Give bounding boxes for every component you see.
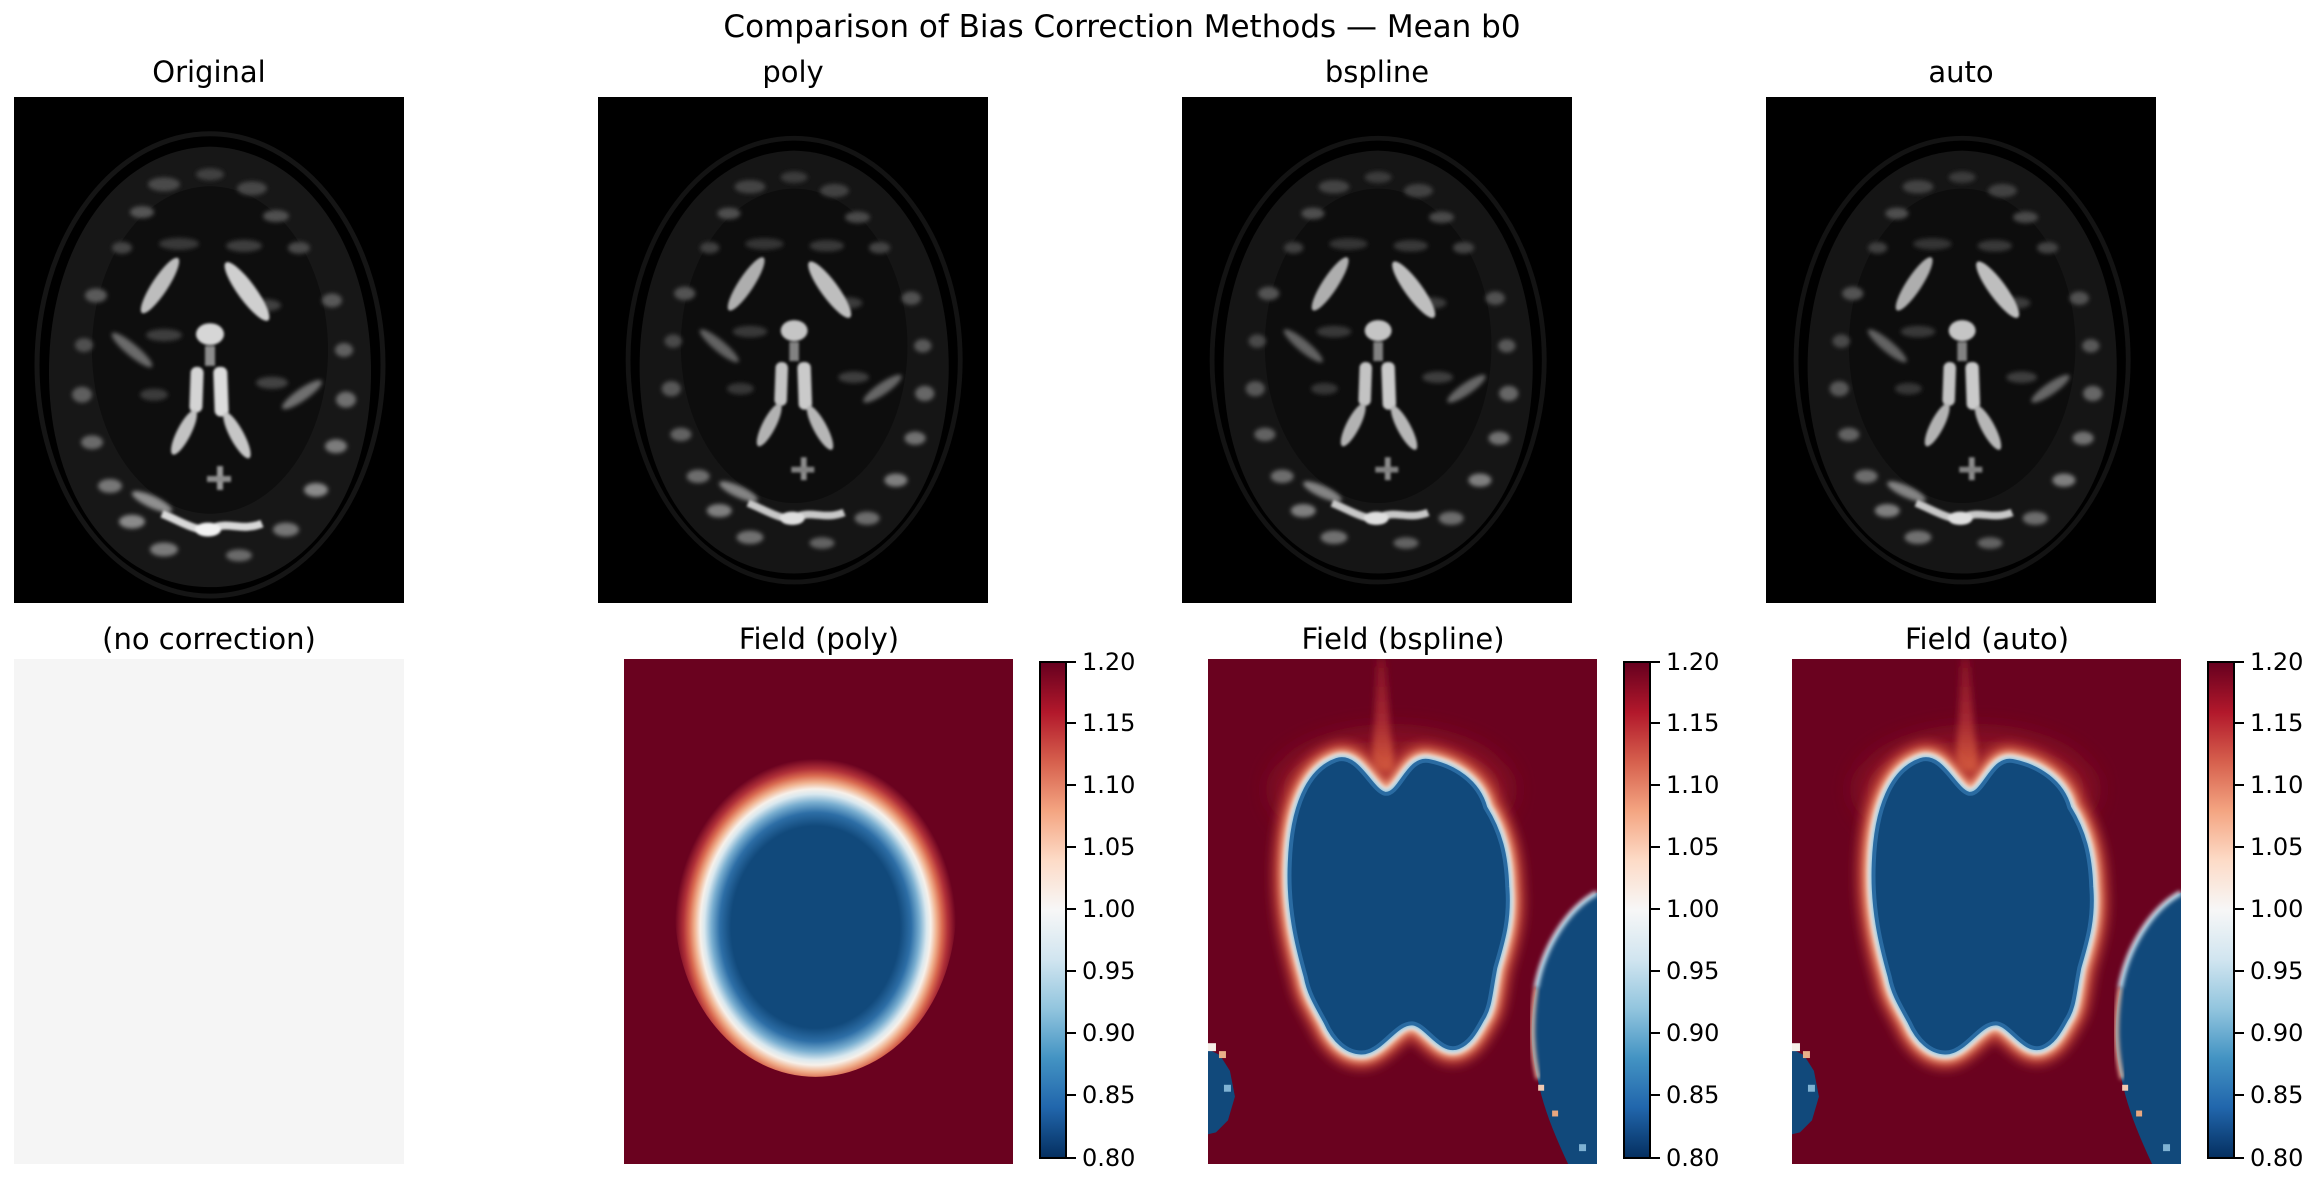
colorbar-tick-label: 1.05 — [1666, 833, 1720, 861]
colorbar-tick — [1651, 1032, 1660, 1034]
colorbar-tick-label: 1.20 — [2250, 648, 2304, 676]
colorbar-tick-label: 0.80 — [2250, 1144, 2304, 1172]
mri-panel-original — [14, 97, 404, 603]
colorbar-tick-label: 1.20 — [1082, 648, 1136, 676]
colorbar-tick — [1067, 908, 1076, 910]
mri-panel-poly — [598, 97, 988, 603]
colorbar-tick-label: 1.00 — [1082, 895, 1136, 923]
colorbar-tick — [1067, 1157, 1076, 1159]
colorbar-tick-label: 0.95 — [1666, 957, 1720, 985]
panel-title-field-auto: Field (auto) — [1904, 622, 2070, 656]
colorbar-tick-label: 1.15 — [1082, 709, 1136, 737]
colorbar-tick-label: 1.15 — [2250, 709, 2304, 737]
field-panel-bspline — [1208, 659, 1597, 1164]
colorbar-tick-label: 1.20 — [1666, 648, 1720, 676]
mri-image-poly — [598, 97, 988, 603]
panel-title-bspline: bspline — [1324, 55, 1430, 89]
colorbar-tick — [2235, 784, 2244, 786]
mri-image-auto — [1766, 97, 2156, 603]
mri-panel-bspline — [1182, 97, 1572, 603]
colorbar-tick — [1067, 846, 1076, 848]
colorbar-tick — [2235, 722, 2244, 724]
panel-title-auto: auto — [1928, 55, 1994, 89]
colorbar-tick-label: 1.05 — [1082, 833, 1136, 861]
field-image-auto — [1792, 659, 2181, 1164]
colorbar-tick — [1651, 722, 1660, 724]
empty-panel-no-correction — [14, 659, 404, 1164]
field-panel-poly — [624, 659, 1013, 1164]
colorbar-tick-label: 1.10 — [1666, 771, 1720, 799]
colorbar-tick — [2235, 846, 2244, 848]
colorbar-tick-label: 0.80 — [1082, 1144, 1136, 1172]
mri-image-original — [14, 97, 404, 603]
colorbar-tick — [2235, 1094, 2244, 1096]
colorbar-field-bspline: 1.20 1.15 1.10 1.05 1.00 0.95 0.90 0.85 … — [1623, 648, 1733, 1172]
panel-title-original: Original — [152, 55, 266, 89]
colorbar-tick-label: 1.10 — [2250, 771, 2304, 799]
colorbar-tick-label: 1.15 — [1666, 709, 1720, 737]
panel-title-field-bspline: Field (bspline) — [1301, 622, 1505, 656]
colorbar-gradient — [1623, 661, 1651, 1159]
panel-title-no-correction: (no correction) — [102, 622, 316, 656]
colorbar-tick-label: 0.90 — [1082, 1019, 1136, 1047]
colorbar-tick — [2235, 908, 2244, 910]
colorbar-tick — [1067, 722, 1076, 724]
colorbar-tick — [1067, 1094, 1076, 1096]
colorbar-tick — [1067, 1032, 1076, 1034]
field-image-bspline — [1208, 659, 1597, 1164]
colorbar-tick-label: 0.80 — [1666, 1144, 1720, 1172]
colorbar-tick — [1651, 1157, 1660, 1159]
panel-title-poly: poly — [762, 55, 824, 89]
colorbar-gradient — [2207, 661, 2235, 1159]
colorbar-tick — [2235, 970, 2244, 972]
mri-image-bspline — [1182, 97, 1572, 603]
colorbar-tick — [2235, 1032, 2244, 1034]
colorbar-tick-label: 1.10 — [1082, 771, 1136, 799]
colorbar-tick — [2235, 661, 2244, 663]
colorbar-field-auto: 1.20 1.15 1.10 1.05 1.00 0.95 0.90 0.85 … — [2207, 648, 2307, 1172]
mri-panel-auto — [1766, 97, 2156, 603]
colorbar-tick — [1651, 661, 1660, 663]
colorbar-tick — [1651, 970, 1660, 972]
colorbar-tick-label: 0.90 — [1666, 1019, 1720, 1047]
colorbar-tick-label: 0.95 — [2250, 957, 2304, 985]
colorbar-tick — [2235, 1157, 2244, 1159]
colorbar-tick-label: 0.85 — [1666, 1081, 1720, 1109]
panel-title-field-poly: Field (poly) — [738, 622, 900, 656]
colorbar-tick-label: 1.00 — [1666, 895, 1720, 923]
colorbar-field-poly: 1.20 1.15 1.10 1.05 1.00 0.95 0.90 0.85 … — [1039, 648, 1149, 1172]
colorbar-tick — [1067, 661, 1076, 663]
colorbar-tick — [1067, 970, 1076, 972]
colorbar-tick-label: 0.85 — [2250, 1081, 2304, 1109]
colorbar-tick — [1067, 784, 1076, 786]
colorbar-tick-label: 1.05 — [2250, 833, 2304, 861]
colorbar-tick — [1651, 846, 1660, 848]
colorbar-tick — [1651, 784, 1660, 786]
colorbar-tick — [1651, 908, 1660, 910]
colorbar-gradient — [1039, 661, 1067, 1159]
colorbar-tick-label: 0.90 — [2250, 1019, 2304, 1047]
field-image-poly — [624, 659, 1013, 1164]
field-panel-auto — [1792, 659, 2181, 1164]
colorbar-tick-label: 0.85 — [1082, 1081, 1136, 1109]
figure-title: Comparison of Bias Correction Methods — … — [723, 9, 1521, 45]
colorbar-tick-label: 1.00 — [2250, 895, 2304, 923]
colorbar-tick-label: 0.95 — [1082, 957, 1136, 985]
colorbar-tick — [1651, 1094, 1660, 1096]
